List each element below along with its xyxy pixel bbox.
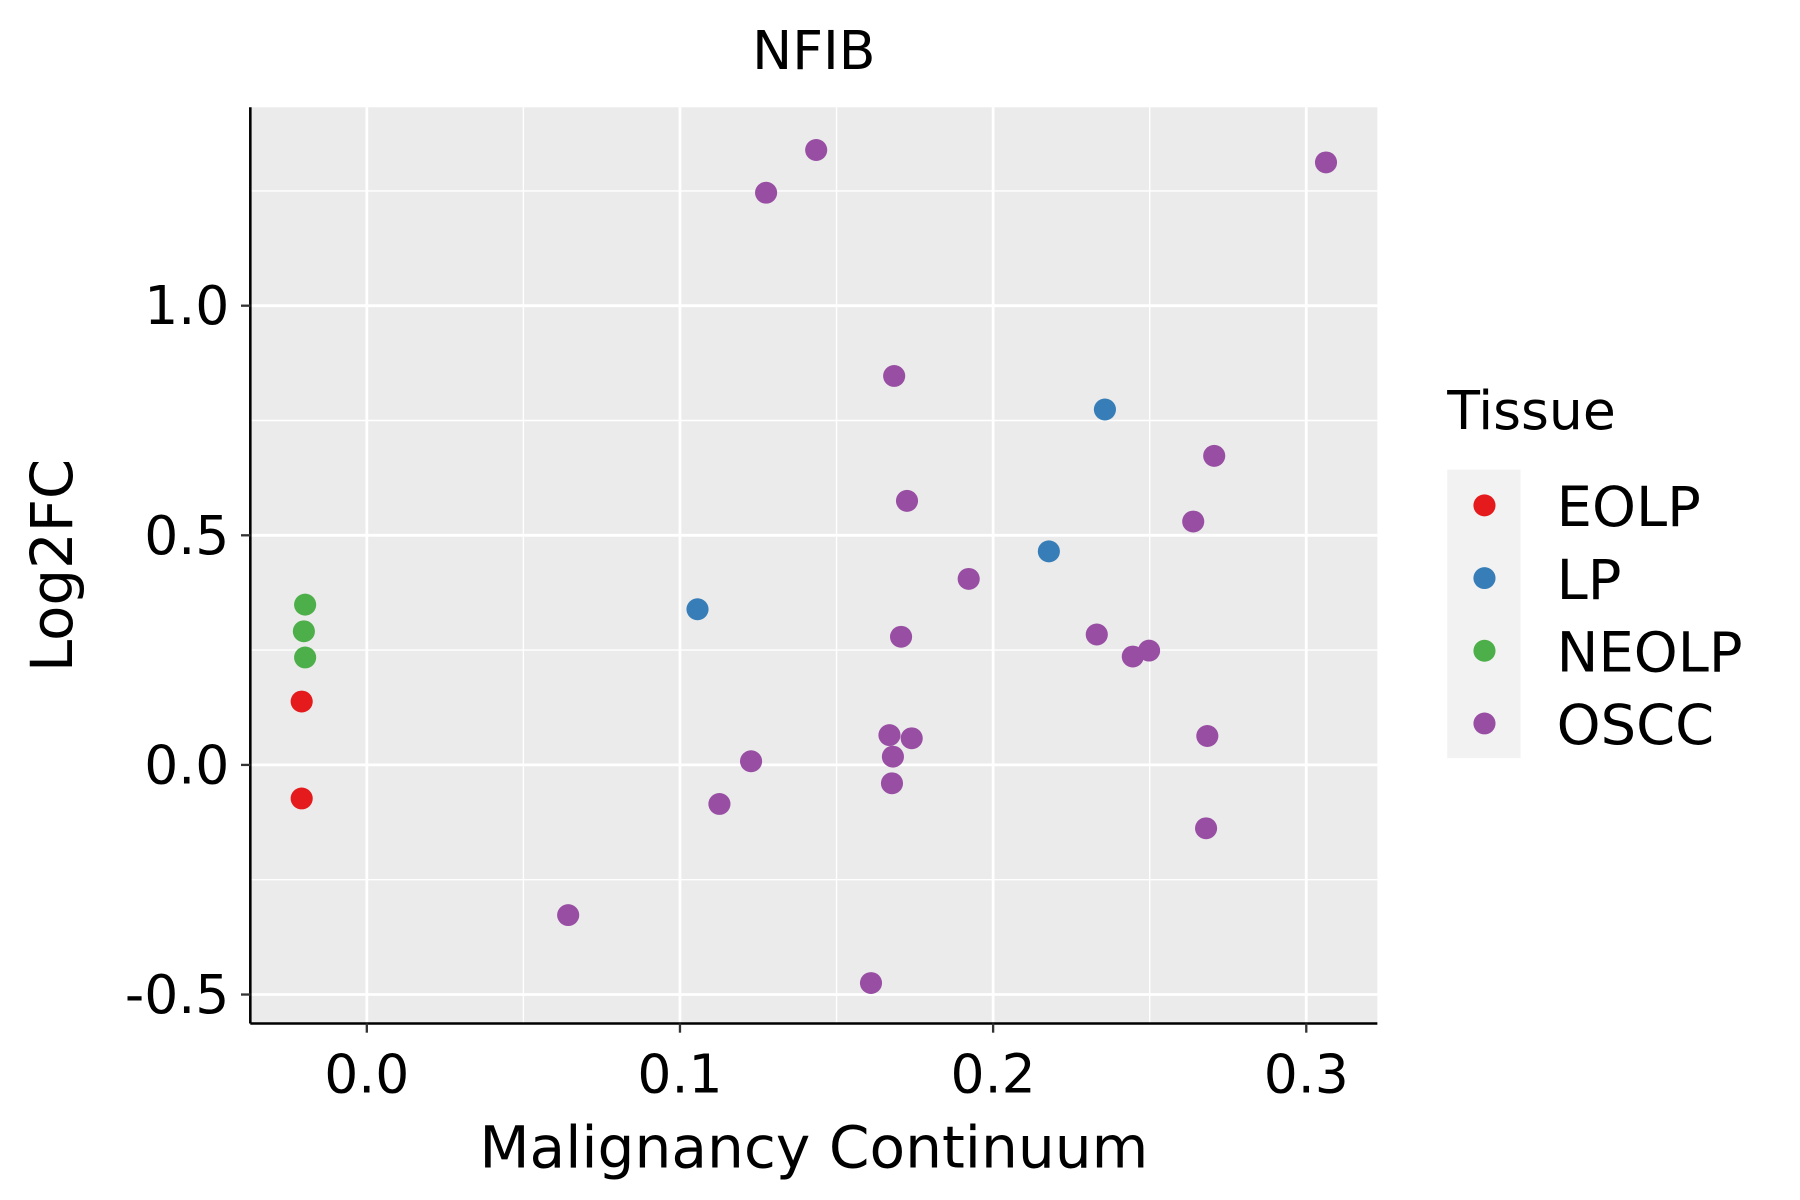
legend-label-lp: LP [1557, 548, 1622, 613]
data-point-oscc [881, 745, 904, 768]
legend-key-eolp [1473, 494, 1496, 517]
data-point-oscc [1138, 639, 1161, 662]
data-point-lp [686, 598, 709, 621]
legend-label-eolp: EOLP [1557, 475, 1701, 540]
data-point-oscc [755, 181, 778, 204]
x-tick-label: 0.2 [951, 1044, 1036, 1106]
chart-title: NFIB [752, 20, 875, 82]
data-point-oscc [859, 972, 883, 995]
y-tick-label: -0.5 [125, 964, 229, 1026]
legend-label-oscc: OSCC [1557, 693, 1714, 758]
y-tick-label: 0.0 [144, 735, 229, 797]
legend-title: Tissue [1446, 380, 1616, 442]
plot-panel [250, 107, 1378, 1024]
legend-label-neolp: NEOLP [1557, 621, 1743, 686]
data-point-oscc [895, 489, 919, 512]
data-point-oscc [880, 772, 904, 795]
legend-key-neolp [1473, 639, 1496, 662]
legend: Tissue EOLP LP NEOLP OSCC [1446, 380, 1742, 758]
data-point-oscc [1196, 725, 1219, 747]
legend-key-background [1447, 469, 1521, 759]
legend-key-lp [1473, 567, 1496, 590]
x-tick-label: 0.1 [637, 1044, 722, 1106]
x-tick-label: 0.3 [1264, 1044, 1349, 1106]
data-point-oscc [878, 724, 901, 747]
data-point-oscc [708, 792, 731, 815]
x-axis-label: Malignancy Continuum [479, 1114, 1148, 1182]
data-point-oscc [805, 139, 828, 161]
data-point-oscc [957, 567, 980, 590]
axis-ticks: 0.0 0.1 0.2 0.3 -0.5 0.0 0.5 1.0 [125, 275, 1349, 1105]
data-point-neolp [294, 593, 317, 616]
data-point-oscc [1195, 817, 1218, 840]
y-tick-label: 0.5 [144, 505, 229, 567]
data-point-oscc [900, 727, 923, 750]
data-point-lp [1093, 398, 1116, 421]
data-point-neolp [292, 620, 315, 643]
data-point-oscc [1085, 623, 1108, 646]
data-point-eolp [290, 787, 313, 810]
grid-lines [250, 107, 1378, 1024]
y-axis-label: Log2FC [18, 459, 86, 672]
data-point-eolp [290, 690, 313, 713]
data-point-lp [1037, 540, 1060, 563]
data-point-oscc [883, 364, 906, 387]
data-point-oscc [1203, 444, 1226, 467]
data-point-oscc [557, 904, 580, 927]
data-point-oscc [739, 750, 763, 773]
data-point-oscc [1182, 510, 1205, 533]
legend-key-oscc [1473, 712, 1496, 735]
data-points [290, 139, 1338, 995]
y-tick-label: 1.0 [144, 275, 229, 337]
data-point-oscc [1314, 151, 1338, 174]
data-point-neolp [294, 646, 317, 669]
data-point-oscc [889, 625, 913, 648]
x-tick-label: 0.0 [324, 1044, 409, 1106]
